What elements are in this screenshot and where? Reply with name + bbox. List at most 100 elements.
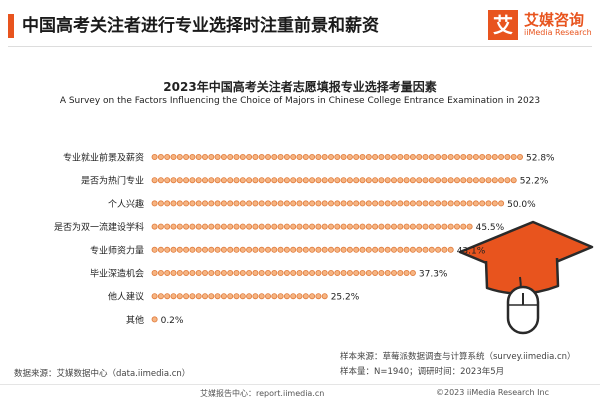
footer-divider (0, 384, 600, 385)
bar-dot (233, 293, 240, 300)
bar-dot (321, 246, 328, 253)
bar-dot (246, 153, 253, 160)
bar-dot (309, 223, 316, 230)
bar-dot (195, 293, 202, 300)
bar-dot (183, 177, 190, 184)
bar-dot (397, 153, 404, 160)
bar-dot (359, 153, 366, 160)
bar-dot (334, 153, 341, 160)
bar-dot (365, 177, 372, 184)
bar-dot (290, 246, 297, 253)
bar-dot (208, 153, 215, 160)
value-label: 0.2% (161, 316, 184, 326)
bar-dot (403, 177, 410, 184)
bar-dot (189, 153, 196, 160)
bar-dot (189, 269, 196, 276)
bar-dot (384, 200, 391, 207)
bar-dot (290, 293, 297, 300)
category-label: 他人建议 (108, 291, 144, 303)
bar-dot (447, 177, 454, 184)
bar-dot (435, 246, 442, 253)
bar-dot (359, 223, 366, 230)
bar-dot (422, 246, 429, 253)
bar-dot (384, 223, 391, 230)
bar-dot (164, 293, 171, 300)
bar-dot (201, 153, 208, 160)
bar-dot (302, 200, 309, 207)
bar-dot (372, 223, 379, 230)
bar-dot (485, 153, 492, 160)
bar-dot (340, 246, 347, 253)
bar-dot (428, 177, 435, 184)
bar-3 (151, 223, 473, 230)
bar-dot (321, 293, 328, 300)
bar-dot (283, 293, 290, 300)
bar-dot (491, 177, 498, 184)
bar-dot (252, 200, 259, 207)
bar-dot (353, 177, 360, 184)
brand-logo: 艾 艾媒咨询 iiMedia Research (488, 8, 592, 42)
bar-dot (359, 177, 366, 184)
bar-dot (189, 223, 196, 230)
bar-dot (233, 223, 240, 230)
bar-5 (151, 269, 416, 276)
bar-dot (403, 223, 410, 230)
bar-dot (151, 177, 158, 184)
bar-dot (271, 223, 278, 230)
bar-dot (252, 223, 259, 230)
bar-dot (176, 246, 183, 253)
bar-dot (227, 153, 234, 160)
value-label: 25.2% (331, 293, 360, 303)
bar-dot (220, 269, 227, 276)
category-label: 是否为热门专业 (81, 175, 144, 187)
bar-dot (390, 246, 397, 253)
bar-dot (353, 269, 360, 276)
bar-dot (258, 269, 265, 276)
bar-dot (252, 153, 259, 160)
bar-dot (183, 223, 190, 230)
bar-dot (378, 246, 385, 253)
bar-dot (157, 177, 164, 184)
bar-dot (164, 269, 171, 276)
bar-dot (353, 153, 360, 160)
bar-dot (201, 177, 208, 184)
bar-dot (208, 223, 215, 230)
value-label: 45.5% (476, 223, 505, 233)
chart-bars: 专业就业前景及薪资 52.8% 是否为热门专业 52.2% 个人兴趣 50.0% 是否为双一… (54, 152, 555, 326)
bar-dot (214, 223, 221, 230)
bar-dot (239, 246, 246, 253)
bar-dot (264, 177, 271, 184)
bar-dot (409, 223, 416, 230)
bar-dot (264, 293, 271, 300)
category-label: 是否为双一流建设学科 (54, 221, 144, 233)
bar-1 (151, 177, 517, 184)
bar-dot (416, 200, 423, 207)
bar-dot (409, 177, 416, 184)
bar-dot (403, 246, 410, 253)
bar-dot (403, 200, 410, 207)
bar-dot (170, 223, 177, 230)
bar-dot (327, 153, 334, 160)
bar-dot (220, 246, 227, 253)
bar-dot (409, 269, 416, 276)
bar-dot (151, 223, 158, 230)
bar-dot (227, 223, 234, 230)
bar-dot (315, 246, 322, 253)
bar-dot (422, 223, 429, 230)
bar-dot (372, 200, 379, 207)
bar-dot (510, 153, 517, 160)
bar-dot (290, 223, 297, 230)
bar-dot (498, 153, 505, 160)
bar-dot (271, 269, 278, 276)
bar-dot (201, 269, 208, 276)
bar-dot (428, 200, 435, 207)
bar-dot (246, 177, 253, 184)
bar-0 (151, 153, 524, 160)
bar-7 (151, 316, 158, 323)
bar-dot (409, 200, 416, 207)
bar-dot (327, 223, 334, 230)
bar-dot (365, 223, 372, 230)
bar-dot (416, 177, 423, 184)
bar-dot (227, 200, 234, 207)
bar-dot (409, 246, 416, 253)
